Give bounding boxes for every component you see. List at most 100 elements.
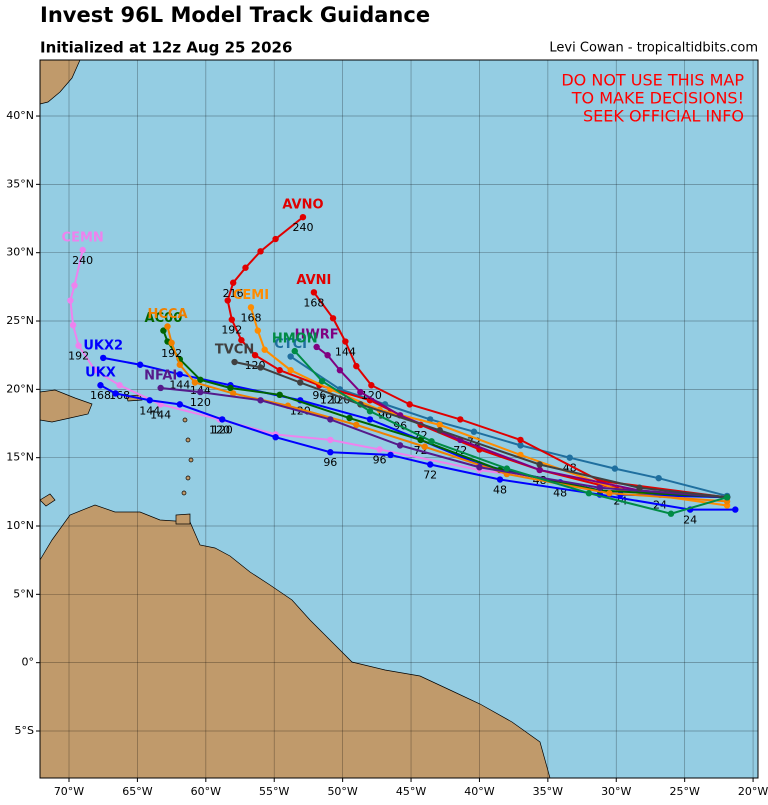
track-point: [91, 367, 99, 374]
track-point: [596, 484, 604, 491]
forecast-hour: 96: [312, 389, 326, 402]
track-name: HMON: [272, 332, 318, 347]
track-point: [366, 408, 374, 415]
track-point: [327, 449, 334, 456]
forecast-hour: 144: [169, 378, 190, 391]
track-point: [257, 364, 264, 371]
forecast-hour: 120: [320, 393, 341, 406]
track-point: [476, 464, 483, 471]
track-name: HWRF: [295, 327, 339, 342]
track-point: [353, 362, 360, 370]
track-point: [227, 384, 234, 392]
track-point: [272, 235, 279, 243]
track-point: [357, 388, 364, 396]
track-point: [238, 336, 245, 344]
track-point: [421, 443, 428, 450]
y-tick-label: 15°N: [6, 451, 34, 464]
track-point: [287, 353, 294, 360]
track-point: [313, 343, 320, 351]
track-point: [336, 367, 344, 374]
track-point: [257, 248, 264, 255]
y-tick-label: 25°N: [6, 314, 34, 327]
y-tick-label: 30°N: [6, 246, 34, 259]
track-point: [426, 416, 434, 423]
forecast-hour: 216: [223, 287, 244, 300]
forecast-hour: 144: [150, 408, 171, 421]
track-point: [406, 401, 413, 408]
track-point: [276, 367, 283, 374]
track-point: [176, 371, 184, 378]
track-point: [310, 289, 318, 296]
track-line: [290, 355, 728, 497]
forecast-hour: 192: [221, 324, 242, 337]
y-tick-label: 5°S: [15, 724, 34, 737]
track-point: [176, 361, 184, 368]
credit: Levi Cowan - tropicaltidbits.com: [549, 41, 758, 56]
y-tick-label: 10°N: [6, 519, 34, 532]
track-point: [229, 279, 237, 286]
forecast-hour: 144: [335, 346, 356, 359]
x-tick-label: 65°W: [122, 785, 152, 798]
track-point: [276, 391, 283, 399]
track-point: [517, 442, 524, 449]
track-point: [723, 494, 731, 501]
track-point: [291, 347, 298, 355]
track-point: [231, 358, 238, 366]
track-name: NFAI: [144, 368, 177, 383]
track-point: [503, 465, 511, 472]
x-tick-label: 45°W: [396, 785, 426, 798]
warning-text: TO MAKE DECISIONS!: [571, 89, 744, 108]
x-tick-label: 40°W: [464, 785, 494, 798]
y-tick-label: 35°N: [6, 177, 34, 190]
track-point: [79, 246, 86, 254]
y-tick-label: 40°N: [6, 109, 34, 122]
track-point: [346, 414, 353, 422]
track-line: [313, 291, 728, 499]
track-name: AVNO: [282, 198, 323, 213]
y-tick-label: 5°N: [13, 587, 34, 600]
y-tick-label: 0°: [22, 656, 35, 669]
x-tick-label: 50°W: [327, 785, 357, 798]
forecast-hour: 96: [323, 456, 337, 469]
track-point: [254, 327, 262, 334]
track-point: [436, 427, 443, 434]
x-tick-label: 35°W: [533, 785, 563, 798]
track-point: [197, 376, 204, 383]
track-point: [261, 346, 268, 353]
track-point: [566, 454, 573, 461]
forecast-hour: 168: [303, 296, 324, 309]
track-point: [164, 323, 171, 330]
track-name: AC00: [145, 311, 183, 326]
track-point: [176, 401, 184, 408]
track-point: [71, 282, 78, 289]
forecast-hour: 240: [72, 254, 93, 267]
track-name: CEMI: [233, 288, 269, 303]
subtitle: Initialized at 12z Aug 25 2026: [40, 39, 292, 57]
track-line: [250, 307, 728, 507]
warning-text: SEEK OFFICIAL INFO: [583, 107, 744, 126]
forecast-hour: 48: [493, 484, 507, 497]
track-point: [191, 379, 199, 386]
track-point: [219, 416, 226, 423]
track-point: [257, 397, 264, 404]
track-point: [287, 367, 294, 374]
track-point: [368, 382, 375, 389]
track-point: [247, 304, 255, 311]
track-point: [536, 466, 543, 474]
track-point: [251, 351, 259, 359]
track-name: HCCA: [147, 307, 187, 322]
track-point: [436, 421, 443, 429]
track-name: CTCI: [274, 337, 307, 352]
track-point: [136, 361, 144, 368]
track-point: [376, 446, 383, 453]
x-tick-label: 60°W: [191, 785, 221, 798]
track-line: [234, 361, 728, 499]
track-point: [67, 297, 74, 304]
track-point: [606, 490, 613, 497]
forecast-hour: 120: [209, 423, 230, 436]
x-tick-label: 20°W: [738, 785, 768, 798]
track-point: [272, 433, 279, 441]
track-point: [732, 506, 739, 513]
track-point: [327, 416, 334, 423]
